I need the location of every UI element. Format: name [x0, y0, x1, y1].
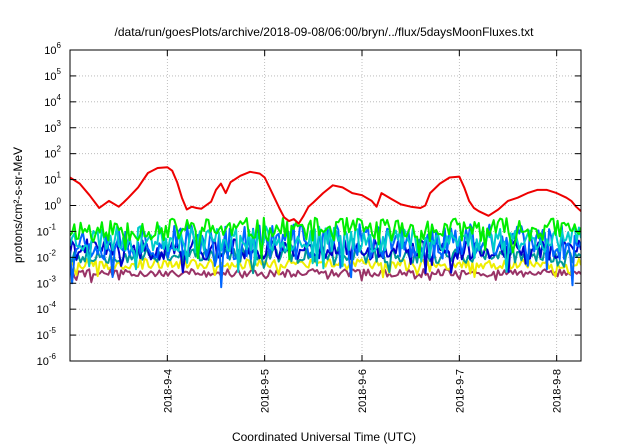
y-tick-label: 103: [44, 119, 61, 135]
y-tick-label: 100: [44, 197, 61, 213]
x-tick-label: 2018-9-6: [357, 369, 369, 413]
y-tick-label: 10-1: [37, 222, 57, 238]
y-tick-label: 10-6: [37, 352, 57, 368]
ticks: 10-6 10-5 10-4 10-3 10-2 10-1 100 101 102 103 104 1…: [37, 41, 581, 413]
y-tick-label: 10-5: [37, 326, 57, 342]
chart-title: /data/run/goesPlots/archive/2018-09-08/0…: [115, 25, 535, 39]
x-tick-label: 2018-9-4: [162, 369, 174, 413]
series-line: [70, 216, 581, 261]
x-tick-label: 2018-9-8: [552, 369, 564, 413]
grid: [70, 50, 581, 361]
x-axis-label: Coordinated Universal Time (UTC): [232, 430, 416, 444]
y-tick-label: 10-4: [37, 300, 57, 316]
series-line: [70, 166, 581, 225]
x-tick-label: 2018-9-7: [454, 369, 466, 413]
y-tick-label: 10-2: [37, 248, 57, 264]
y-tick-label: 106: [44, 41, 61, 57]
x-tick-label: 2018-9-5: [260, 369, 272, 413]
y-tick-label: 10-3: [37, 274, 57, 290]
series-line: [70, 268, 581, 284]
y-tick-label: 105: [44, 67, 61, 83]
y-tick-label: 102: [44, 145, 61, 161]
y-tick-label: 104: [44, 93, 61, 109]
series-layer: [70, 166, 581, 289]
y-tick-label: 101: [44, 171, 61, 187]
y-axis-label: protons/cm²-s-sr-MeV: [11, 147, 25, 263]
